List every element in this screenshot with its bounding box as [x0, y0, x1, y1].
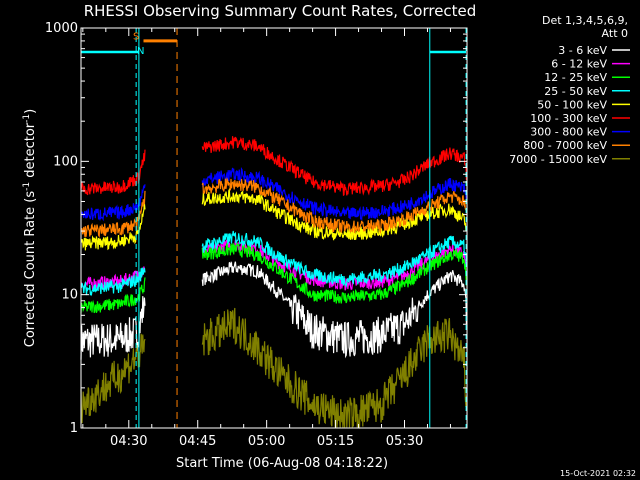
annotation-label-0: S — [133, 31, 139, 42]
legend-label-2: 12 - 25 keV — [544, 71, 607, 84]
y-tick-label-0: 1 — [70, 421, 78, 436]
footer-timestamp: 15-Oct-2021 02:32 — [560, 469, 636, 478]
series-line-7-seg-1 — [201, 176, 467, 234]
x-tick-label-1: 04:45 — [179, 434, 216, 449]
plot-area: SN — [80, 28, 467, 430]
x-tick-label-4: 05:30 — [386, 434, 423, 449]
y-tick-label-3: 1000 — [45, 21, 78, 36]
x-tick-label-2: 05:00 — [248, 434, 285, 449]
legend-label-1: 6 - 12 keV — [551, 58, 607, 71]
y-axis-label-end: ) — [23, 109, 38, 114]
y-tick-label-2: 100 — [53, 154, 78, 169]
x-axis-label: Start Time (06-Aug-08 04:18:22) — [176, 456, 388, 471]
series-line-8-seg-0 — [80, 333, 146, 424]
annotation-label-1: N — [137, 46, 144, 57]
series-line-6-seg-1 — [201, 166, 467, 222]
legend-header-0: Det 1,3,4,5,6,9, — [542, 14, 628, 27]
legend-label-4: 50 - 100 keV — [537, 98, 607, 111]
series-line-2-seg-0 — [80, 277, 146, 314]
series-line-4-seg-1 — [201, 187, 467, 241]
legend-label-6: 300 - 800 keV — [530, 126, 607, 139]
y-axis-label-exp1: -1 — [22, 182, 32, 191]
plot-frame — [80, 27, 468, 429]
chart-title: RHESSI Observing Summary Count Rates, Co… — [84, 2, 477, 20]
legend-header-1: Att 0 — [602, 27, 628, 40]
series-line-5-seg-0 — [80, 149, 146, 196]
series-line-7-seg-0 — [81, 190, 146, 239]
y-axis-label-main: Corrected Count Rate (s — [23, 191, 38, 348]
series-line-8-seg-1 — [201, 307, 467, 430]
legend-label-8: 7000 - 15000 keV — [509, 153, 607, 166]
series-line-4-seg-0 — [80, 203, 146, 251]
series-line-0-seg-1 — [201, 261, 467, 359]
legend-label-5: 100 - 300 keV — [530, 112, 607, 125]
series-line-6-seg-0 — [80, 184, 146, 222]
legend-label-7: 800 - 7000 keV — [523, 139, 607, 152]
legend-label-3: 25 - 50 keV — [544, 85, 607, 98]
x-tick-label-3: 05:15 — [317, 434, 354, 449]
y-axis-label-mid: detector — [23, 122, 38, 182]
y-tick-label-1: 10 — [61, 288, 78, 303]
x-tick-label-0: 04:30 — [110, 434, 147, 449]
x-axis: 04:30 04:45 05:00 05:15 05:30 — [82, 28, 451, 449]
series-line-3-seg-1 — [201, 230, 467, 288]
y-axis: 1 10 100 1000 — [45, 21, 467, 436]
series-line-5-seg-1 — [201, 136, 467, 197]
series-line-0-seg-0 — [80, 296, 146, 360]
y-axis-label: Corrected Count Rate (s-1 detector-1) — [22, 109, 38, 347]
legend-label-0: 3 - 6 keV — [558, 44, 607, 57]
series-line-1-seg-0 — [80, 266, 146, 290]
series-line-3-seg-0 — [80, 267, 146, 297]
y-axis-label-exp2: -1 — [22, 114, 32, 123]
series-line-2-seg-1 — [201, 241, 467, 304]
